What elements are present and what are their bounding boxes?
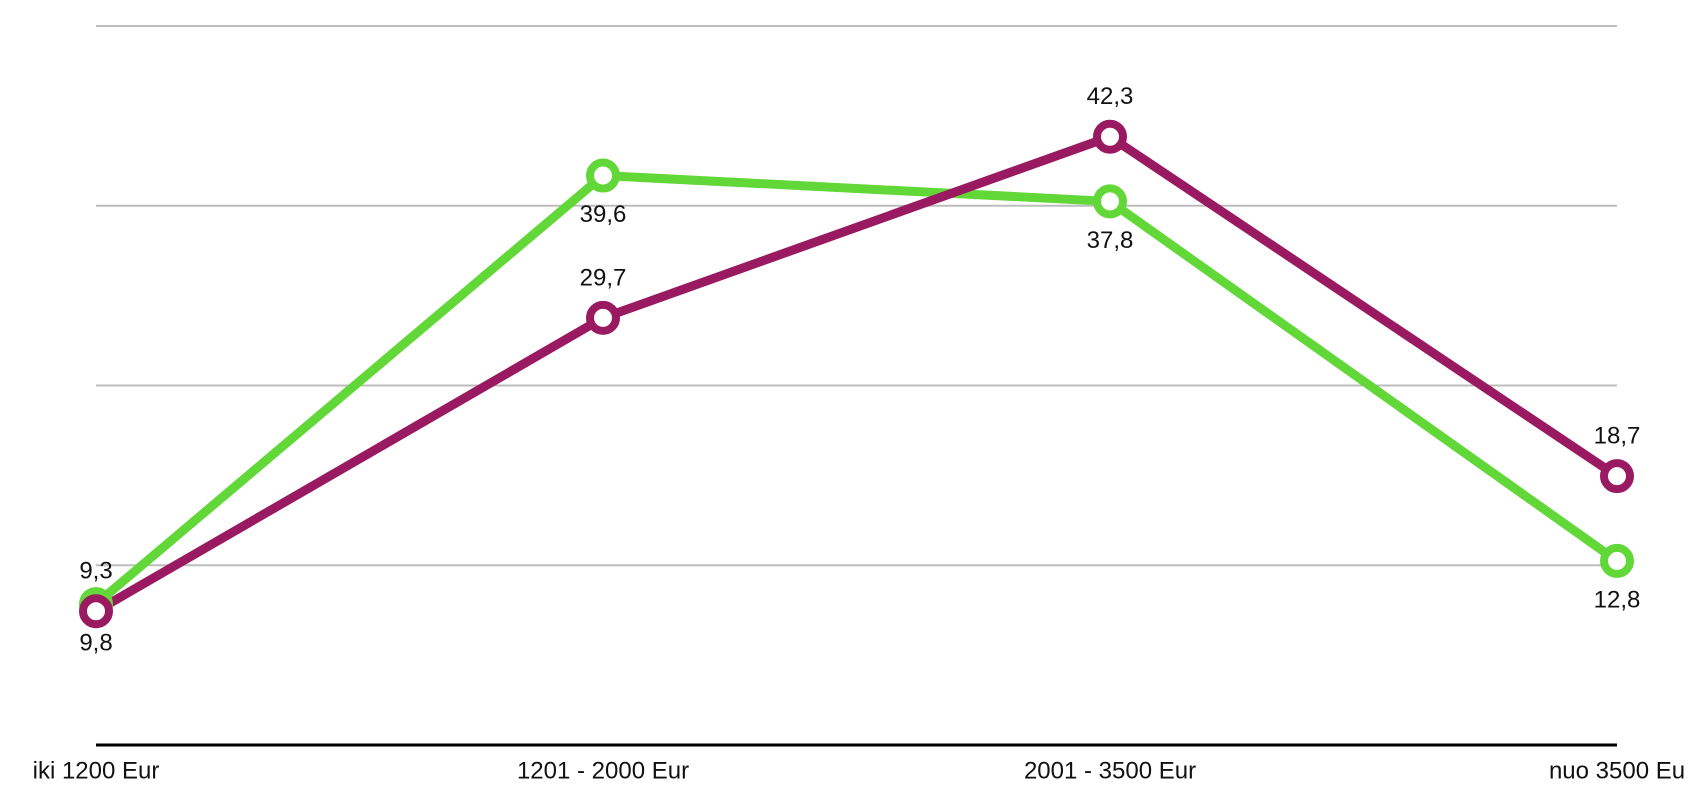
series-line	[91, 132, 1622, 616]
data-label: 29,7	[580, 264, 627, 291]
data-label: 37,8	[1087, 227, 1134, 254]
data-point	[586, 300, 620, 335]
x-tick-label: 2001 - 3500 Eur	[1024, 757, 1196, 784]
x-tick-label: iki 1200 Eur	[33, 757, 160, 784]
data-point	[1093, 184, 1127, 219]
series-line	[91, 171, 1622, 609]
data-point	[79, 594, 113, 629]
data-label: 12,8	[1594, 586, 1641, 613]
data-label: 18,7	[1594, 422, 1641, 449]
data-point	[1600, 459, 1634, 494]
x-tick-label: 1201 - 2000 Eur	[517, 757, 689, 784]
data-label: 39,6	[580, 201, 627, 228]
data-point	[1093, 119, 1127, 154]
x-tick-label: nuo 3500 Eu	[1549, 757, 1685, 784]
data-label: 9,3	[79, 558, 112, 585]
data-label: 9,8	[79, 629, 112, 656]
data-label: 42,3	[1087, 83, 1134, 110]
data-point	[1600, 543, 1634, 578]
data-point	[586, 158, 620, 193]
